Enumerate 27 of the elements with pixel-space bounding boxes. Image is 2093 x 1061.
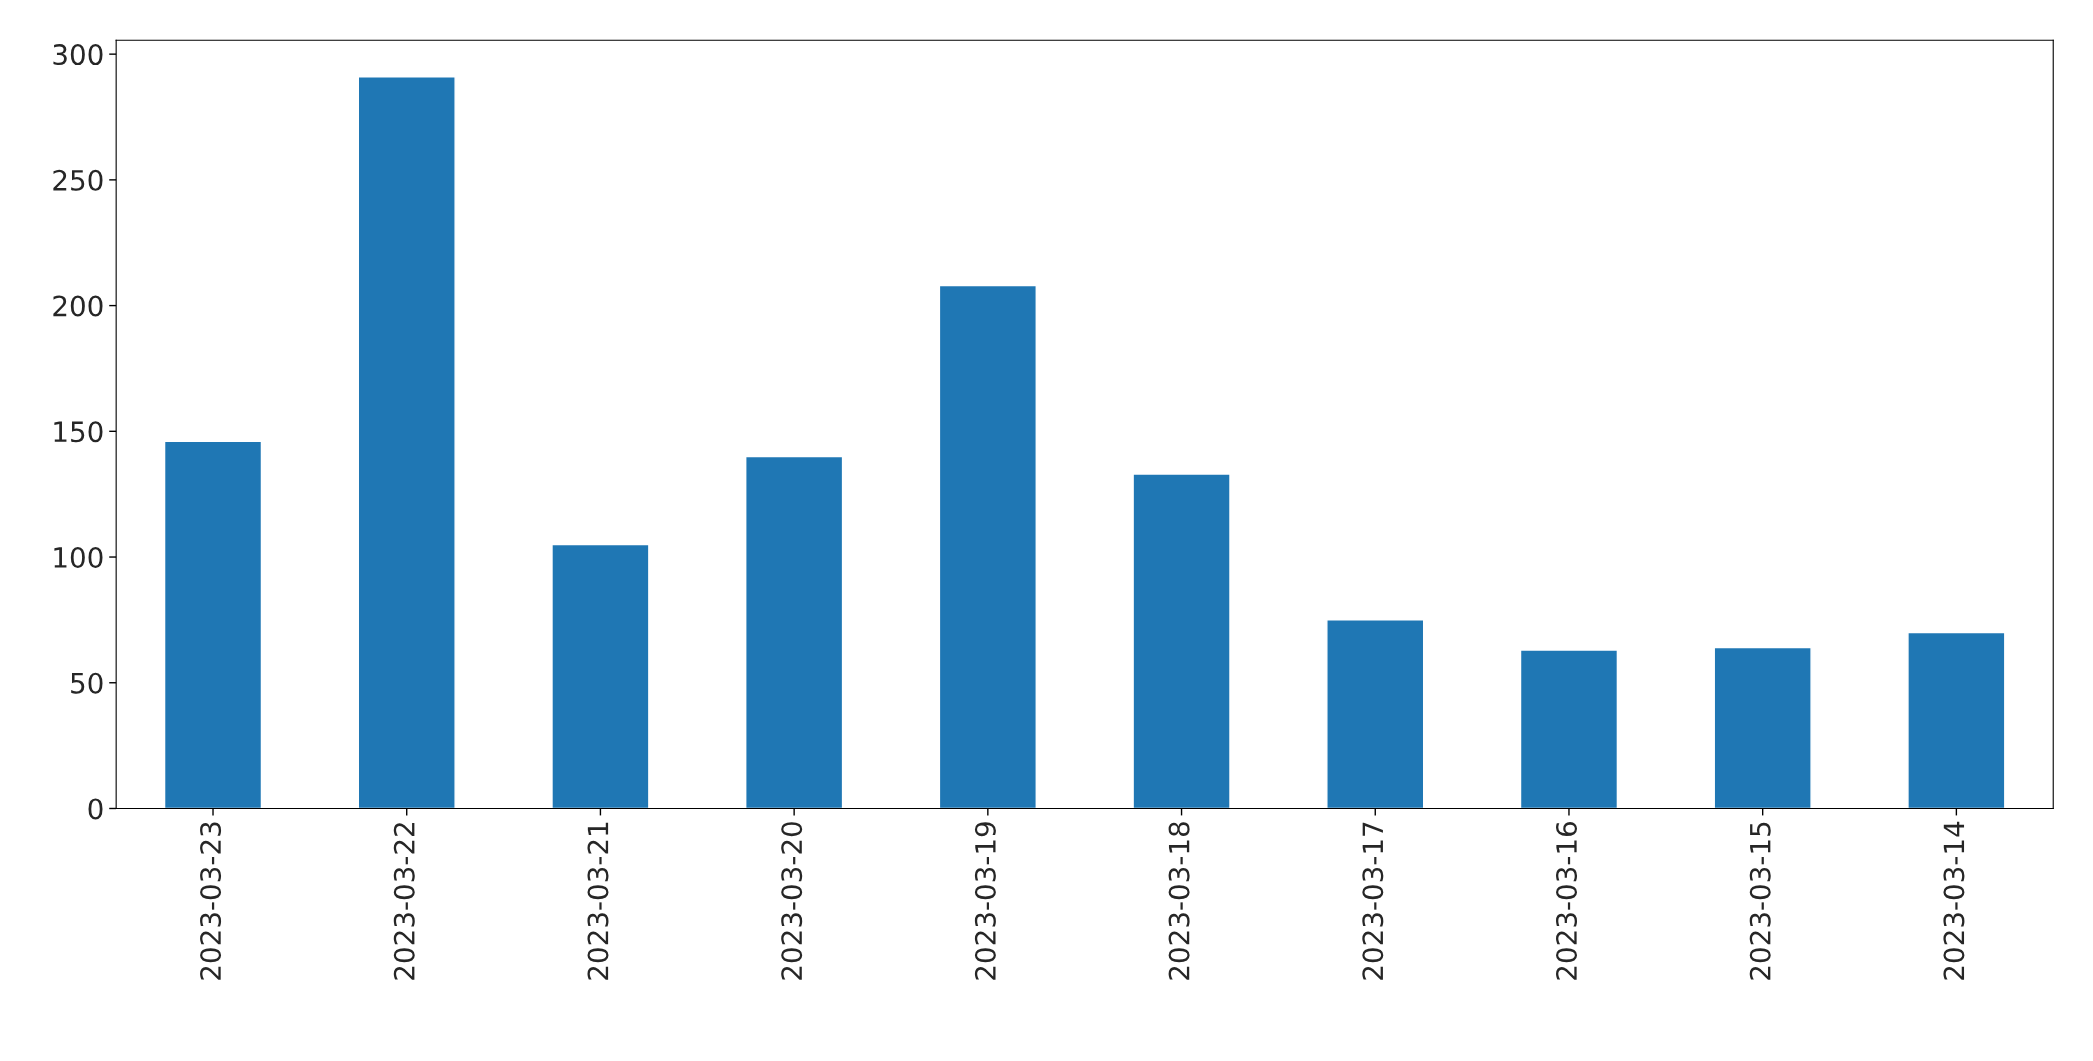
x-tick-label: 2023-03-16 — [1556, 822, 1578, 980]
x-tick-label: 2023-03-22 — [393, 823, 415, 980]
y-tick-label: 300 — [53, 44, 103, 66]
y-tick-label: 200 — [53, 295, 103, 317]
bar — [1907, 631, 2006, 809]
bar — [745, 455, 844, 809]
bar — [357, 76, 456, 809]
bar — [938, 284, 1037, 809]
y-tick-label: 50 — [71, 672, 103, 694]
y-tick-label: 250 — [53, 169, 103, 191]
bar — [1132, 473, 1231, 809]
bar — [163, 440, 263, 809]
bar — [1713, 646, 1812, 809]
y-tick-label: 150 — [54, 421, 103, 443]
x-tick-label: 2023-03-20 — [781, 822, 803, 980]
y-tick-label: 100 — [54, 546, 103, 568]
x-tick-label: 2023-03-23 — [200, 822, 222, 980]
x-tick-label: 2023-03-19 — [974, 822, 996, 980]
x-tick-label: 2023-03-17 — [1362, 822, 1384, 980]
x-tick-label: 2023-03-14 — [1943, 821, 1965, 980]
x-tick-label: 2023-03-18 — [1168, 822, 1190, 980]
x-tick-label: 2023-03-15 — [1749, 822, 1771, 980]
bar — [1519, 649, 1619, 809]
y-tick-label: 0 — [88, 798, 103, 820]
bar — [1326, 619, 1425, 809]
bar — [551, 543, 650, 809]
x-tick-label: 2023-03-21 — [587, 822, 609, 980]
